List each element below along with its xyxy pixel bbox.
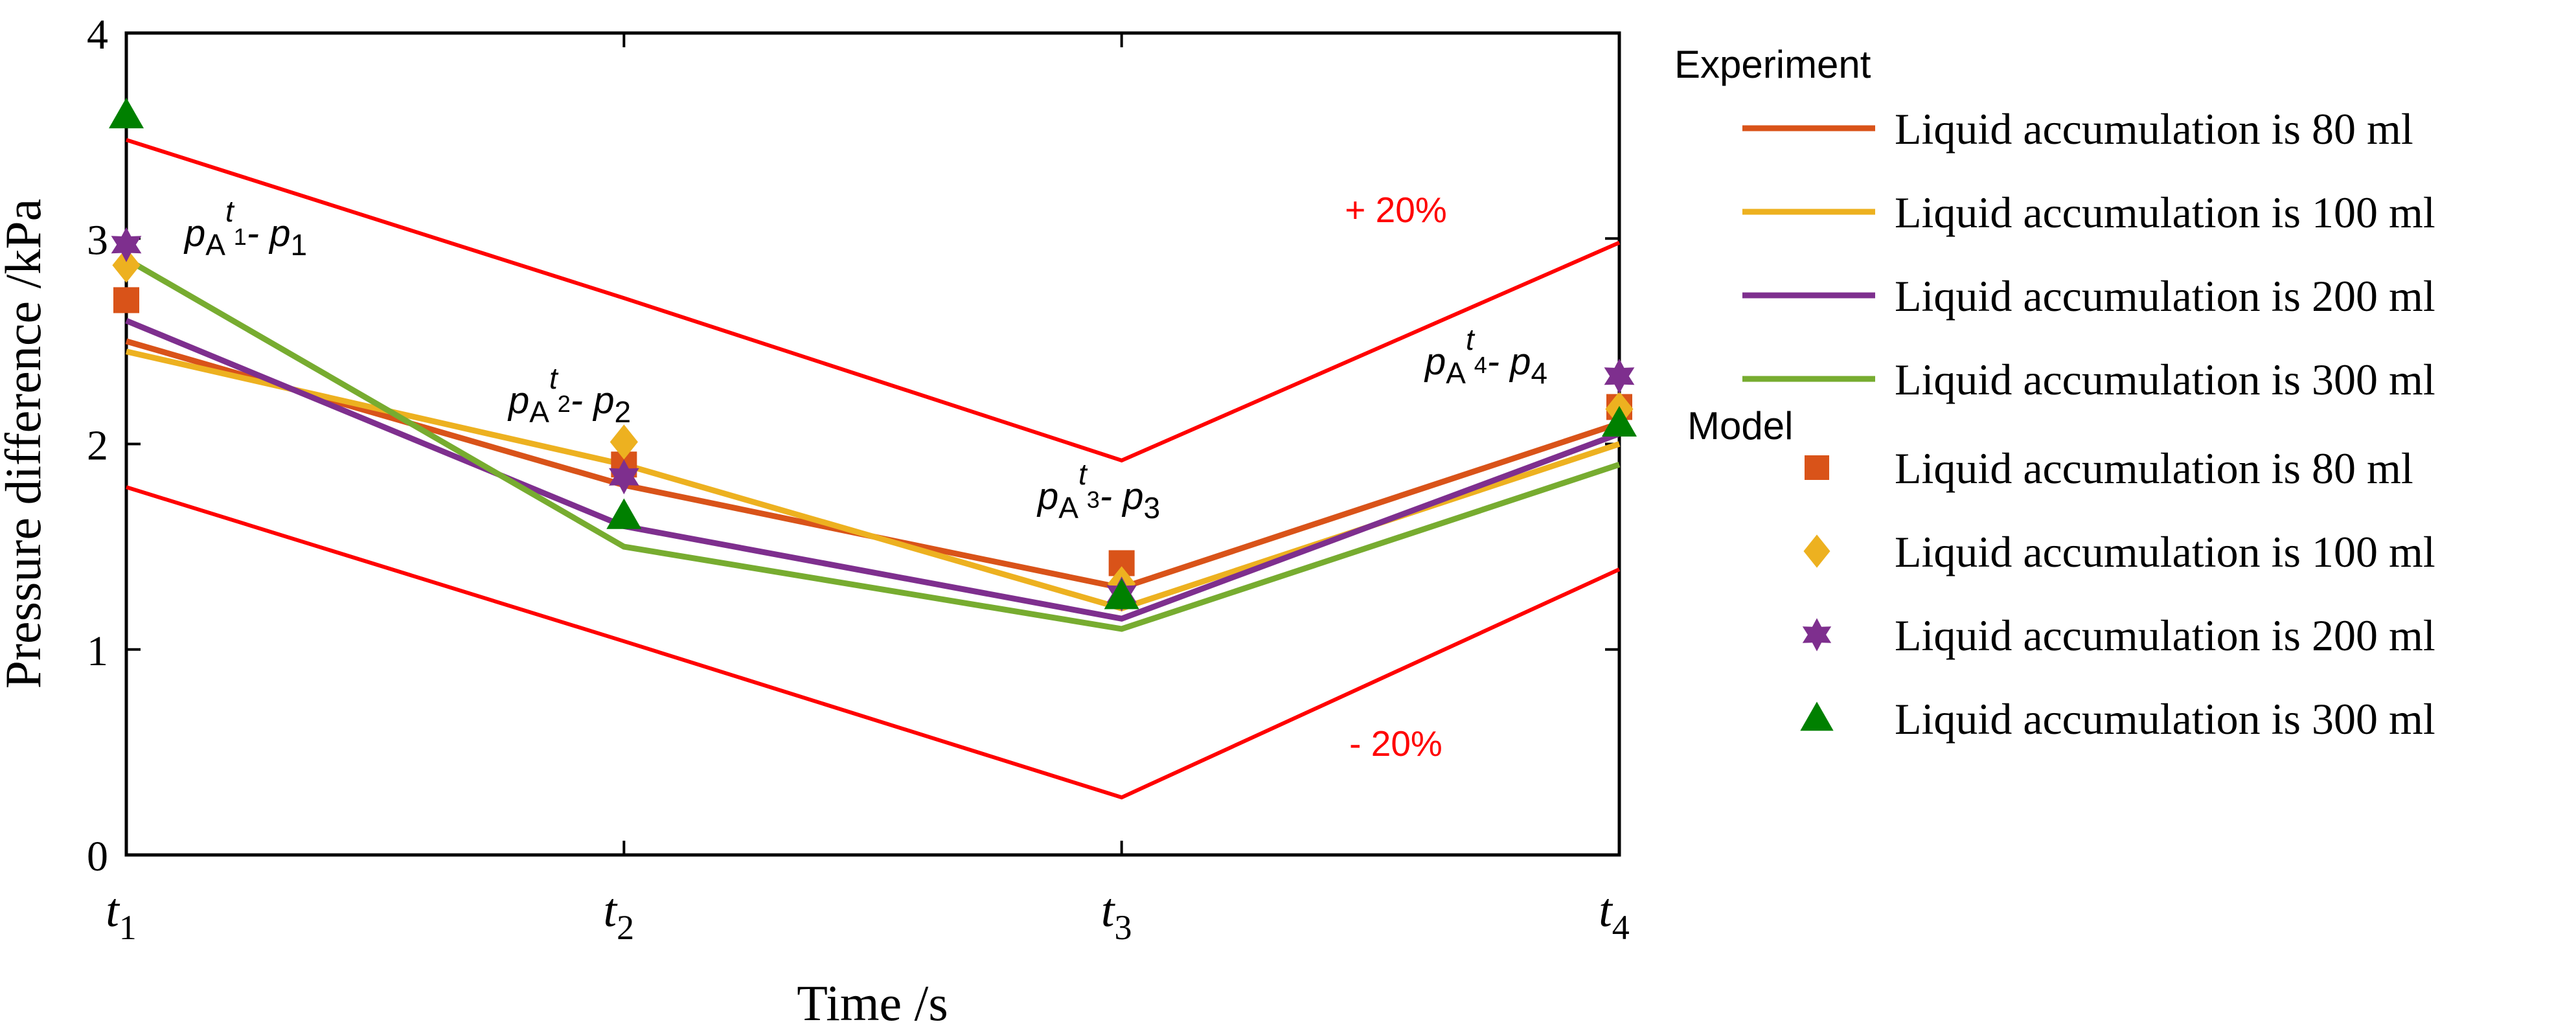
legend-experiment-label-2: Liquid accumulation is 200 ml: [1895, 271, 2435, 321]
annotation-subsup: 2: [558, 391, 571, 417]
model-marker-triangle-1: [606, 498, 642, 529]
x-axis-label: Time /s: [797, 975, 948, 1031]
model-marker-star-0: [111, 227, 142, 262]
legend-experiment-title: Experiment: [1674, 43, 1871, 86]
legend-experiment-label-3: Liquid accumulation is 300 ml: [1895, 355, 2435, 404]
model-marker-star-3: [1604, 358, 1635, 394]
annotation-sub: A: [205, 228, 225, 262]
annotation-subsup: 3: [1087, 486, 1100, 513]
x-tick-label: t2: [604, 884, 635, 947]
legend-model-label-3: Liquid accumulation is 300 ml: [1895, 694, 2435, 744]
annotation-p: p: [1424, 341, 1446, 383]
experiment-line-3: [124, 256, 1621, 632]
x-tick-label: t4: [1599, 884, 1630, 947]
svg-text:pAt4- p4: pAt4- p4: [1424, 323, 1547, 390]
model-marker-triangle-3: [1602, 405, 1637, 437]
model-marker-star-1: [609, 459, 639, 495]
model-marker-diamond-0: [112, 247, 141, 283]
x-tick-label: t1: [106, 884, 137, 947]
annotation-t4: pAt4- p4: [1424, 323, 1547, 390]
annotation-t1: pAt1- p1: [183, 194, 307, 262]
band-line-minus20: [126, 485, 1621, 800]
annotation-t3: pAt3- p3: [1036, 457, 1160, 525]
band-label-plus: + 20%: [1345, 190, 1446, 230]
legend-model-label-1: Liquid accumulation is 100 ml: [1895, 527, 2435, 576]
annotation-sup: t: [549, 361, 559, 395]
x-tick-label: t3: [1101, 884, 1132, 947]
annotation-p: p: [183, 212, 205, 255]
legend-model-label-2: Liquid accumulation is 200 ml: [1895, 611, 2435, 660]
legend-marker-star: [1802, 618, 1832, 652]
model-marker-diamond-1: [610, 424, 638, 460]
legend-entries: Liquid accumulation is 80 ml Liquid accum…: [1742, 104, 2435, 744]
annotation-sub2: 3: [1143, 491, 1160, 525]
legend-marker-square: [1805, 455, 1829, 480]
band-line-plus20: [126, 138, 1621, 463]
legend-experiment-label-1: Liquid accumulation is 100 ml: [1895, 188, 2435, 237]
band-lines: [126, 138, 1621, 800]
svg-text:pAt3- p3: pAt3- p3: [1036, 457, 1160, 525]
annotation-rest: - p: [571, 380, 615, 422]
svg-text:pAt1- p1: pAt1- p1: [183, 194, 307, 262]
annotation-p: p: [507, 380, 529, 422]
legend-model-label-0: Liquid accumulation is 80 ml: [1895, 444, 2413, 493]
annotation-sub2: 4: [1531, 356, 1547, 390]
annotation-t2: pAt2- p2: [507, 361, 631, 429]
annotation-sub2: 1: [290, 228, 307, 262]
annotation-p: p: [1036, 475, 1058, 518]
model-marker-triangle-2: [1104, 578, 1139, 609]
legend: Experiment Model Liquid accumulation is …: [1674, 43, 2435, 744]
y-tick-label: 3: [87, 216, 108, 264]
y-tick-label: 4: [87, 11, 108, 58]
y-tick-label: 2: [87, 422, 108, 470]
x-ticks: t1 t2 t3 t4: [106, 33, 1630, 947]
y-tick-label: 1: [87, 628, 108, 675]
legend-experiment-label-0: Liquid accumulation is 80 ml: [1895, 104, 2413, 154]
model-markers: [109, 97, 1637, 612]
legend-model-title: Model: [1687, 404, 1793, 448]
y-axis-label: Pressure difference /kPa: [0, 199, 51, 689]
annotation-sup: t: [1078, 457, 1088, 491]
annotation-sub: A: [1058, 491, 1078, 525]
annotation-sub2: 2: [614, 395, 631, 429]
y-tick-label: 0: [87, 833, 108, 880]
experiment-lines: [124, 256, 1621, 632]
annotation-sup: t: [225, 194, 235, 228]
experiment-line-2: [125, 317, 1621, 622]
annotation-subsup: 1: [234, 223, 247, 250]
model-marker-triangle-0: [109, 97, 144, 129]
y-ticks: 0 1 2 3 4: [87, 11, 1619, 880]
legend-marker-triangle: [1800, 701, 1834, 731]
annotation-sub: A: [529, 395, 549, 429]
svg-text:pAt2- p2: pAt2- p2: [507, 361, 631, 429]
annotation-rest: - p: [1100, 475, 1144, 518]
annotation-subsup: 4: [1474, 352, 1487, 378]
annotation-rest: - p: [1487, 341, 1531, 383]
model-marker-square-0: [113, 287, 139, 313]
annotation-sup: t: [1466, 323, 1476, 356]
annotation-sub: A: [1446, 356, 1466, 390]
legend-marker-diamond: [1803, 534, 1830, 568]
annotation-rest: - p: [247, 212, 291, 255]
band-label-minus: - 20%: [1349, 723, 1442, 764]
